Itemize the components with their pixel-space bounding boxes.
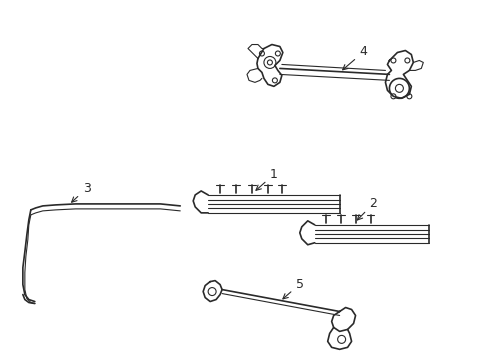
Circle shape [267, 60, 272, 65]
Circle shape [264, 57, 275, 68]
Circle shape [406, 94, 411, 99]
Text: 3: 3 [71, 182, 90, 202]
Text: 2: 2 [357, 197, 377, 220]
Circle shape [388, 78, 408, 98]
Circle shape [272, 78, 277, 83]
Circle shape [259, 51, 264, 56]
Text: 5: 5 [283, 278, 303, 299]
Circle shape [404, 58, 409, 63]
Circle shape [275, 51, 280, 56]
Circle shape [390, 58, 395, 63]
Circle shape [337, 336, 345, 343]
Text: 4: 4 [342, 45, 366, 70]
Circle shape [390, 94, 395, 99]
Text: 1: 1 [255, 168, 277, 190]
Circle shape [208, 288, 216, 296]
Circle shape [395, 84, 403, 92]
